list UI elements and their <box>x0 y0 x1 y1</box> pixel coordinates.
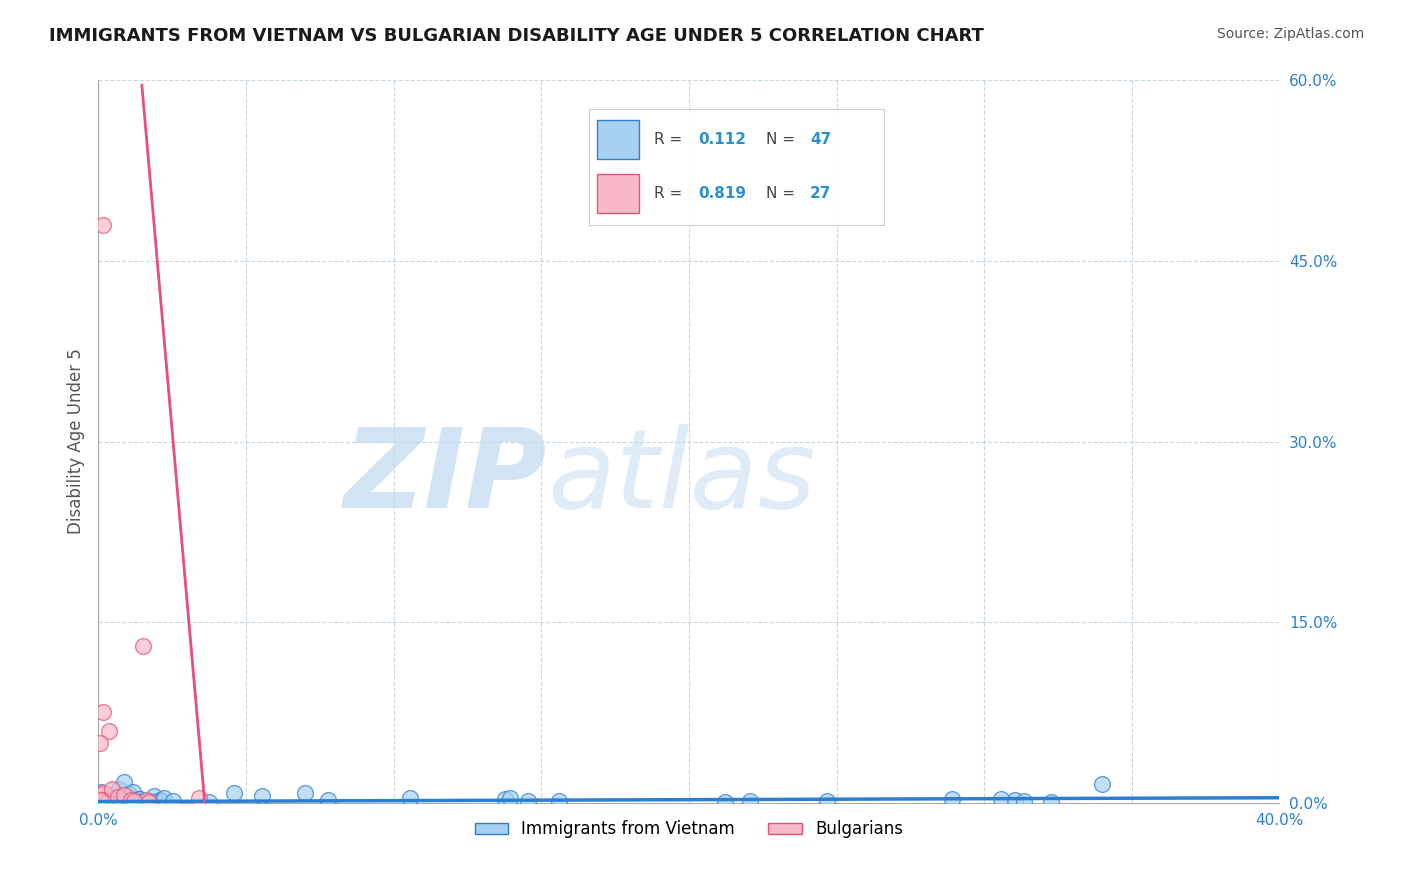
Point <box>122 784 145 798</box>
Point <box>162 794 184 808</box>
Point <box>97 723 120 738</box>
Point <box>120 792 142 806</box>
Point <box>294 786 316 800</box>
Point <box>1040 795 1063 809</box>
Point <box>136 794 159 808</box>
Point <box>1012 794 1035 808</box>
Point <box>941 792 963 806</box>
Point <box>105 793 128 807</box>
Point <box>96 795 118 809</box>
Point <box>714 795 737 809</box>
Point <box>224 786 246 800</box>
Point <box>120 794 142 808</box>
Point <box>91 218 114 232</box>
Point <box>132 794 155 808</box>
Point <box>90 794 112 808</box>
Point <box>129 795 152 809</box>
Point <box>815 795 838 809</box>
Point <box>135 793 157 807</box>
Point <box>100 782 122 797</box>
Text: atlas: atlas <box>547 425 815 531</box>
Point <box>108 781 131 796</box>
Point <box>124 794 146 808</box>
Point <box>548 794 571 808</box>
Point <box>120 791 142 805</box>
Point <box>152 791 174 805</box>
Text: IMMIGRANTS FROM VIETNAM VS BULGARIAN DISABILITY AGE UNDER 5 CORRELATION CHART: IMMIGRANTS FROM VIETNAM VS BULGARIAN DIS… <box>49 27 984 45</box>
Point <box>738 794 761 808</box>
Point <box>494 792 516 806</box>
Point <box>134 795 156 809</box>
Text: ZIP: ZIP <box>343 425 547 531</box>
Point <box>97 788 120 802</box>
Y-axis label: Disability Age Under 5: Disability Age Under 5 <box>66 349 84 534</box>
Point <box>129 791 152 805</box>
Point <box>89 793 111 807</box>
Point <box>96 795 118 809</box>
Point <box>250 789 273 803</box>
Point <box>128 792 150 806</box>
Point <box>198 795 221 809</box>
Point <box>150 794 173 808</box>
Point <box>91 795 114 809</box>
Point <box>89 787 111 801</box>
Point <box>138 794 160 808</box>
Point <box>990 791 1012 805</box>
Point <box>110 792 132 806</box>
Point <box>516 794 538 808</box>
Point <box>91 706 114 720</box>
Point <box>94 793 117 807</box>
Point <box>149 793 172 807</box>
Point <box>188 791 211 805</box>
Point <box>94 795 117 809</box>
Point <box>90 785 112 799</box>
Point <box>1004 793 1026 807</box>
Point <box>132 639 155 653</box>
Point <box>97 794 120 808</box>
Point <box>399 791 422 805</box>
Point <box>93 786 115 800</box>
Point <box>138 795 160 809</box>
Point <box>103 795 125 809</box>
Point <box>112 774 135 789</box>
Point <box>96 795 118 809</box>
Point <box>142 789 165 803</box>
Point <box>107 790 129 805</box>
Text: Source: ZipAtlas.com: Source: ZipAtlas.com <box>1216 27 1364 41</box>
Point <box>118 788 141 802</box>
Point <box>498 791 520 805</box>
Point <box>112 789 135 803</box>
Point <box>1091 777 1114 791</box>
Point <box>98 795 121 809</box>
Point <box>316 793 339 807</box>
Point <box>91 793 114 807</box>
Point <box>96 795 118 809</box>
Point <box>143 795 166 809</box>
Point <box>97 793 120 807</box>
Point <box>112 793 135 807</box>
Legend: Immigrants from Vietnam, Bulgarians: Immigrants from Vietnam, Bulgarians <box>468 814 910 845</box>
Point <box>89 735 111 749</box>
Point <box>103 793 125 807</box>
Point <box>94 793 117 807</box>
